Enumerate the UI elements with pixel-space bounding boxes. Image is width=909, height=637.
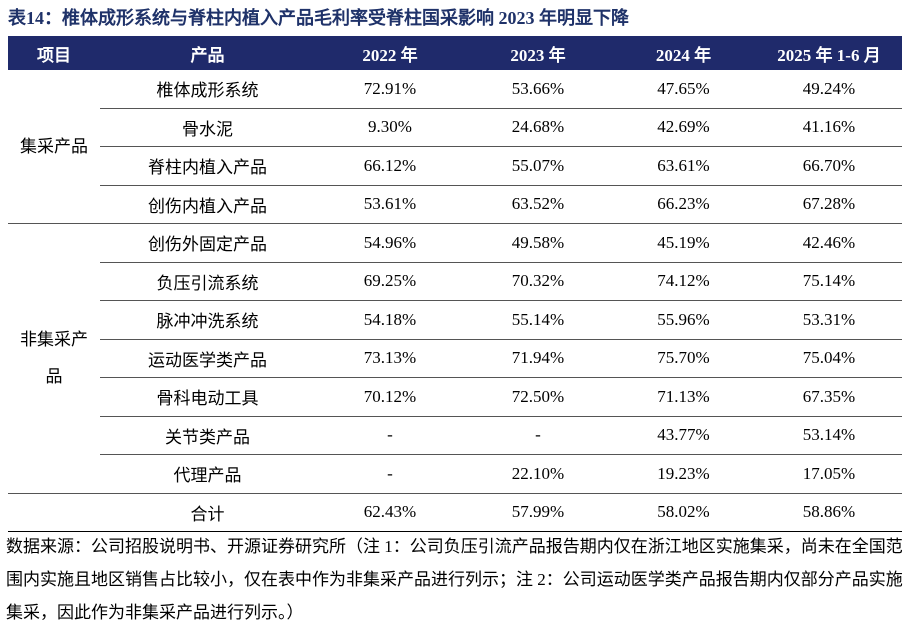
cell: 53.31% bbox=[756, 300, 902, 340]
cell: 49.58% bbox=[465, 223, 611, 263]
title: 表14：椎体成形系统与脊柱内植入产品毛利率受脊柱国采影响 2023 年明显下降 bbox=[8, 8, 629, 28]
cell: 57.99% bbox=[465, 493, 611, 532]
cell: 75.70% bbox=[611, 339, 756, 378]
cell: 58.86% bbox=[756, 493, 902, 532]
cell: 73.13% bbox=[315, 339, 465, 378]
footnote: 数据来源：公司招股说明书、开源证券研究所（注 1：公司负压引流产品报告期内仅在浙… bbox=[6, 537, 903, 622]
cell: 55.14% bbox=[465, 300, 611, 340]
cell: 关节类产品 bbox=[100, 416, 315, 455]
cell: 骨水泥 bbox=[100, 108, 315, 147]
table-row: 创伤内植入产品 53.61% 63.52% 66.23% 67.28% bbox=[8, 185, 902, 224]
cell: 43.77% bbox=[611, 416, 756, 455]
cell: 17.05% bbox=[756, 454, 902, 494]
table-row: 集采产品 椎体成形系统 72.91% 53.66% 47.65% 49.24% bbox=[8, 70, 902, 224]
cell: 62.43% bbox=[315, 493, 465, 532]
cell: 创伤内植入产品 bbox=[100, 185, 315, 224]
cell: 71.13% bbox=[611, 377, 756, 417]
header-cell: 2022 年 bbox=[315, 36, 465, 70]
cell: 49.24% bbox=[756, 70, 902, 109]
cell: 58.02% bbox=[611, 493, 756, 532]
table-row: 脊柱内植入产品 66.12% 55.07% 63.61% 66.70% bbox=[8, 146, 902, 186]
cell: 54.18% bbox=[315, 300, 465, 340]
cell: 代理产品 bbox=[100, 454, 315, 494]
cell: 47.65% bbox=[611, 70, 756, 109]
table-row: 非集采产品 创伤外固定产品 54.96% 49.58% 45.19% 42.46% bbox=[8, 223, 902, 494]
table-body: 集采产品 椎体成形系统 72.91% 53.66% 47.65% 49.24% 骨水泥 9.3… bbox=[8, 70, 902, 532]
table: 项目 产品 2022 年 2023 年 2024 年 2025 年 1-6 月 集采产品椎… bbox=[8, 36, 902, 532]
header-cell: 2025 年 1-6 月 bbox=[756, 36, 902, 70]
cell: - bbox=[465, 416, 611, 455]
cell: 骨科电动工具 bbox=[100, 377, 315, 417]
cell: 74.12% bbox=[611, 262, 756, 301]
group-label: 集采产品 bbox=[8, 70, 100, 224]
cell: 脉冲冲洗系统 bbox=[100, 300, 315, 340]
header-cell: 2023 年 bbox=[465, 36, 611, 70]
cell: 67.28% bbox=[756, 185, 902, 224]
cell: 71.94% bbox=[465, 339, 611, 378]
cell: 19.23% bbox=[611, 454, 756, 494]
cell: 椎体成形系统 bbox=[100, 70, 315, 109]
cell: 合计 bbox=[100, 493, 315, 532]
cell: 42.46% bbox=[756, 223, 902, 263]
header-cell: 产品 bbox=[100, 36, 315, 70]
table-row: 骨科电动工具 70.12% 72.50% 71.13% 67.35% bbox=[8, 377, 902, 417]
table-row: 代理产品 -22.10% 19.23% 17.05% bbox=[8, 454, 902, 494]
cell: 41.16% bbox=[756, 108, 902, 147]
table-row: 负压引流系统 69.25% 70.32% 74.12% 75.14% bbox=[8, 262, 902, 301]
cell: 45.19% bbox=[611, 223, 756, 263]
cell: 创伤外固定产品 bbox=[100, 223, 315, 263]
header-cell: 项目 bbox=[8, 36, 100, 70]
cell: 66.23% bbox=[611, 185, 756, 224]
table-row: 骨水泥 9.30% 24.68% 42.69% 41.16% bbox=[8, 108, 902, 147]
cell: 22.10% bbox=[465, 454, 611, 494]
table-row: 脉冲冲洗系统 54.18% 55.14% 55.96% 53.31% bbox=[8, 300, 902, 340]
cell: 75.14% bbox=[756, 262, 902, 301]
cell: 70.12% bbox=[315, 377, 465, 417]
cell: 负压引流系统 bbox=[100, 262, 315, 301]
cell: 63.52% bbox=[465, 185, 611, 224]
group-label: 非集采产品 bbox=[8, 223, 100, 494]
cell: - bbox=[315, 416, 465, 455]
header-cell: 2024 年 bbox=[611, 36, 756, 70]
table-row: 运动医学类产品 73.13% 71.94% 75.70% 75.04% bbox=[8, 339, 902, 378]
cell: 53.66% bbox=[465, 70, 611, 109]
cell: 运动医学类产品 bbox=[100, 339, 315, 378]
cell: 55.07% bbox=[465, 146, 611, 186]
cell: 75.04% bbox=[756, 339, 902, 378]
cell: 72.50% bbox=[465, 377, 611, 417]
table-row: 关节类产品 - -43.77% 53.14% bbox=[8, 416, 902, 455]
cell: 9.30% bbox=[315, 108, 465, 147]
total-row: 合计 62.43% 57.99% 58.02% 58.86% bbox=[8, 493, 902, 532]
cell: 53.14% bbox=[756, 416, 902, 455]
cell: 53.61% bbox=[315, 185, 465, 224]
cell: 脊柱内植入产品 bbox=[100, 146, 315, 186]
cell: - bbox=[315, 454, 465, 494]
cell: 24.68% bbox=[465, 108, 611, 147]
cell: 72.91% bbox=[315, 70, 465, 109]
cell: 70.32% bbox=[465, 262, 611, 301]
cell: 67.35% bbox=[756, 377, 902, 417]
cell bbox=[8, 493, 100, 532]
cell: 42.69% bbox=[611, 108, 756, 147]
header-row: 项目 产品 2022 年 2023 年 2024 年 2025 年 1-6 月 bbox=[8, 36, 902, 70]
cell: 66.12% bbox=[315, 146, 465, 186]
cell: 55.96% bbox=[611, 300, 756, 340]
cell: 66.70% bbox=[756, 146, 902, 186]
cell: 63.61% bbox=[611, 146, 756, 186]
cell: 54.96% bbox=[315, 223, 465, 263]
cell: 69.25% bbox=[315, 262, 465, 301]
